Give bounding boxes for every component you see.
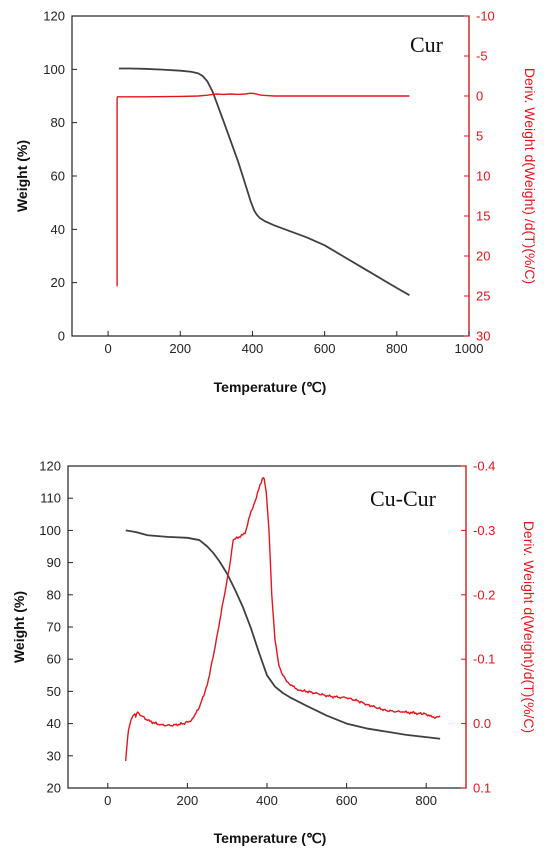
y-tick-label: 0 bbox=[58, 329, 65, 344]
x-tick-label: 0 bbox=[104, 341, 111, 356]
y2-tick-label: 15 bbox=[476, 209, 490, 224]
y-tick-label: 20 bbox=[47, 781, 61, 796]
y-tick-label: 40 bbox=[51, 222, 65, 237]
x-tick-label: 600 bbox=[336, 793, 358, 808]
y-tick-label: 30 bbox=[47, 748, 61, 763]
y-tick-label: 40 bbox=[47, 716, 61, 731]
weight-line bbox=[118, 67, 410, 296]
x-axis-title: Temperature (℃) bbox=[214, 830, 327, 846]
y2-tick-label: 0 bbox=[476, 89, 483, 104]
y2-tick-label: 0.0 bbox=[473, 716, 491, 731]
y-axis-title: Weight (%) bbox=[14, 140, 30, 212]
y2-tick-label: 10 bbox=[476, 169, 490, 184]
chart-cu-cur: 0 200 400 600 800 2030405060708090100110120 … bbox=[11, 459, 537, 847]
x-tick-label: 400 bbox=[242, 341, 264, 356]
y-tick-label: 120 bbox=[43, 9, 65, 24]
y-tick-label: 60 bbox=[47, 652, 61, 667]
y-tick-label: 110 bbox=[40, 491, 61, 506]
y2-tick-label: -5 bbox=[476, 49, 488, 64]
y2-tick-label: 20 bbox=[476, 249, 490, 264]
y2-tick-label: 30 bbox=[476, 329, 490, 344]
series-layer bbox=[116, 67, 410, 296]
weight-line bbox=[125, 529, 441, 740]
x-tick-label: 400 bbox=[256, 793, 278, 808]
x-tick-label: 800 bbox=[386, 341, 408, 356]
deriv-weight-line bbox=[125, 477, 441, 762]
y-tick-label: 120 bbox=[39, 459, 61, 474]
y2-axis-ticks: 30 25 20 15 10 5 0 -5 -10 bbox=[464, 9, 495, 344]
x-tick-label: 800 bbox=[415, 793, 437, 808]
y-axis-ticks: 20 30 40 50 60 70 80 90 100 110 120 bbox=[39, 459, 73, 796]
chart-annotation: Cu-Cur bbox=[370, 486, 437, 511]
y-axis-ticks: 0 20 40 60 80 100 120 bbox=[43, 9, 77, 344]
plot-frame bbox=[71, 15, 470, 337]
y-tick-label: 60 bbox=[51, 169, 65, 184]
y2-tick-label: -10 bbox=[476, 9, 495, 24]
deriv-weight-line bbox=[116, 92, 410, 287]
y2-tick-label: -0.2 bbox=[473, 587, 495, 602]
y2-tick-label: 25 bbox=[476, 289, 490, 304]
y-tick-label: 100 bbox=[39, 523, 61, 538]
y-tick-label: 80 bbox=[47, 587, 61, 602]
y-tick-label: 70 bbox=[47, 620, 61, 635]
x-axis-ticks: 0 200 400 600 800 1000 bbox=[104, 331, 483, 356]
y2-tick-label: 5 bbox=[476, 129, 483, 144]
y2-tick-label: -0.4 bbox=[473, 459, 495, 474]
y-tick-label: 50 bbox=[47, 684, 61, 699]
y2-axis-title: Deriv. Weight d(Weight) /d(T)(%/C) bbox=[522, 68, 538, 284]
x-tick-label: 600 bbox=[314, 341, 336, 356]
y-tick-label: 80 bbox=[51, 115, 65, 130]
series-layer bbox=[125, 477, 441, 762]
x-tick-label: 200 bbox=[177, 793, 199, 808]
x-axis-ticks: 0 200 400 600 800 bbox=[104, 783, 437, 808]
y2-tick-label: 0.1 bbox=[473, 781, 491, 796]
y-axis-title: Weight (%) bbox=[11, 591, 27, 663]
y-tick-label: 90 bbox=[47, 555, 61, 570]
y-tick-label: 100 bbox=[43, 62, 65, 77]
x-tick-label: 1000 bbox=[455, 341, 484, 356]
y2-tick-label: -0.3 bbox=[473, 523, 495, 538]
chart-annotation: Cur bbox=[410, 32, 444, 57]
y-tick-label: 20 bbox=[51, 275, 65, 290]
x-axis-title: Temperature (℃) bbox=[214, 379, 327, 395]
y2-axis-title: Deriv. Weight d(Weight)/d(T)(%/C) bbox=[521, 521, 537, 733]
x-tick-label: 0 bbox=[104, 793, 111, 808]
y2-axis-ticks: 0.1 0.0 -0.1 -0.2 -0.3 -0.4 bbox=[461, 459, 495, 796]
y2-tick-label: -0.1 bbox=[473, 652, 495, 667]
x-tick-label: 200 bbox=[169, 341, 191, 356]
